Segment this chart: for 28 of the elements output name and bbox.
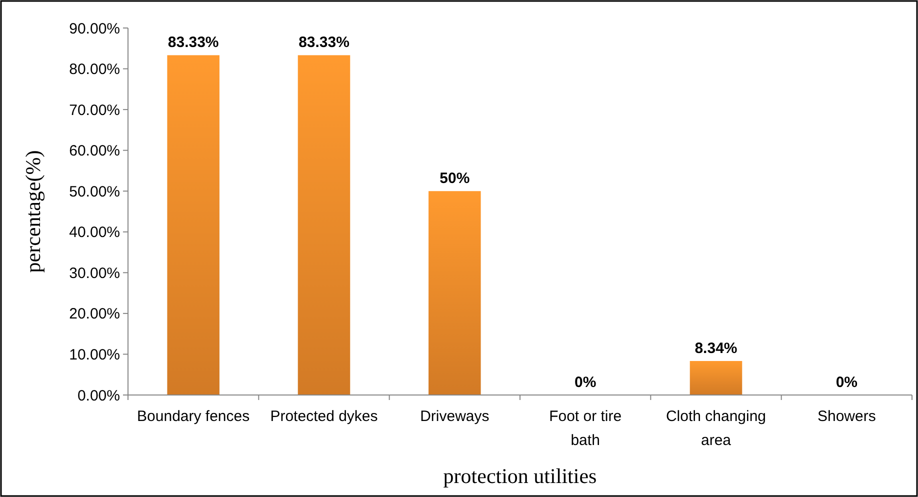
- y-tick-label: 10.00%: [69, 346, 120, 364]
- data-label: 8.34%: [694, 340, 738, 357]
- x-tick-label: Driveways: [420, 408, 490, 425]
- x-tick-label: Foot or tire bath: [549, 408, 622, 449]
- data-label: 50%: [440, 170, 470, 188]
- x-tick-label: Protected dykes: [270, 408, 378, 425]
- bar: [167, 55, 220, 395]
- x-axis-title: protection utilities: [443, 464, 597, 488]
- y-tick-label: 70.00%: [69, 102, 120, 119]
- data-label: 83.33%: [168, 34, 219, 52]
- bar: [298, 55, 350, 395]
- y-axis-title: percentage(%): [21, 150, 45, 273]
- data-label: 0%: [574, 374, 596, 391]
- y-tick-label: 0.00%: [77, 387, 120, 404]
- bar: [428, 191, 481, 395]
- x-tick-label: Showers: [817, 408, 876, 425]
- x-tick-label: Boundary fences: [137, 408, 250, 425]
- y-tick-label: 90.00%: [69, 20, 120, 38]
- y-tick-label: 20.00%: [69, 306, 120, 323]
- bar: [690, 360, 742, 395]
- y-tick-label: 30.00%: [69, 264, 120, 282]
- y-tick-label: 80.00%: [69, 61, 120, 78]
- y-tick-label: 60.00%: [69, 142, 120, 160]
- data-label: 0%: [836, 374, 858, 391]
- data-label: 83.33%: [298, 34, 350, 52]
- y-tick-label: 40.00%: [69, 224, 120, 242]
- x-tick-label: Cloth changing area: [666, 408, 766, 449]
- y-tick-label: 50.00%: [69, 183, 120, 200]
